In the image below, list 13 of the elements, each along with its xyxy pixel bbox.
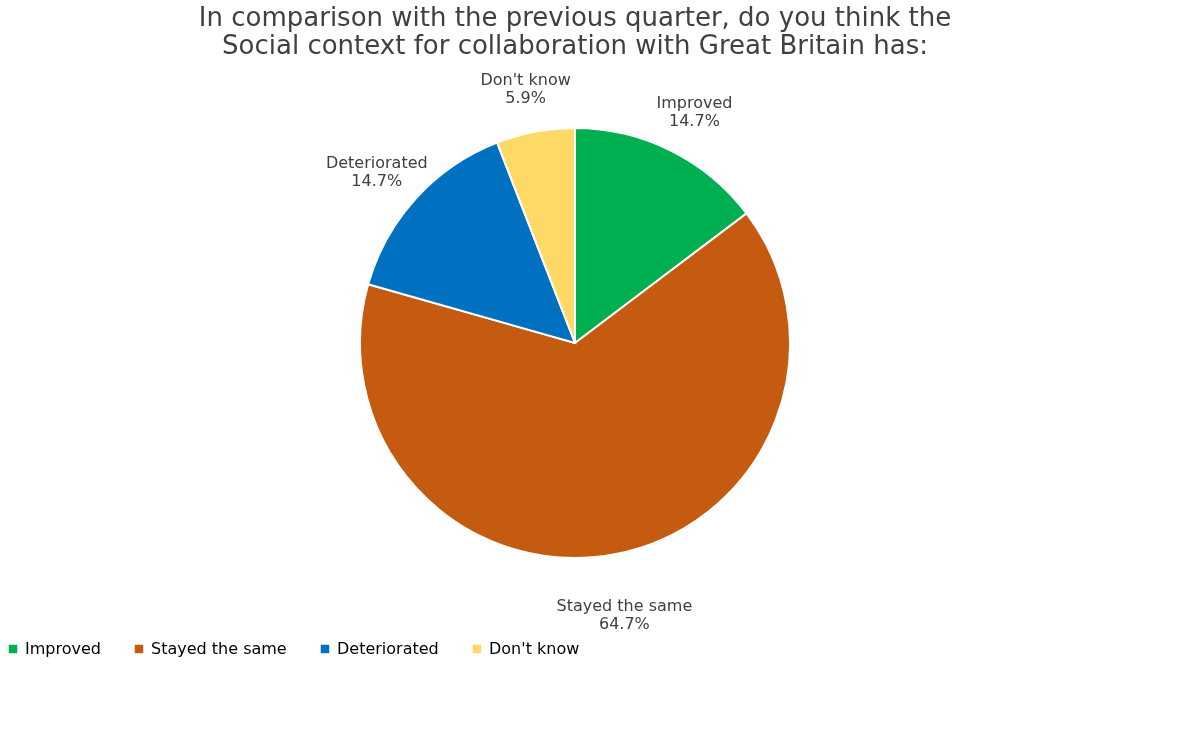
- data-label: 14.7%: [669, 111, 720, 131]
- legend-label: Improved: [25, 639, 101, 658]
- slice-label: Don't know: [480, 69, 571, 89]
- data-label: 14.7%: [351, 170, 403, 190]
- legend-label: Stayed the same: [151, 639, 287, 658]
- data-label: 5.9%: [505, 87, 546, 107]
- legend-label: Deteriorated: [337, 639, 439, 658]
- slice-label: Stayed the same: [556, 596, 693, 616]
- slice-label: Deteriorated: [325, 152, 428, 172]
- slice-label: Improved: [656, 93, 733, 113]
- legend-label: Don't know: [489, 639, 580, 658]
- text: In comparison with the previous quarter, do you think the: [198, 2, 952, 32]
- data-label: 64.7%: [598, 614, 650, 634]
